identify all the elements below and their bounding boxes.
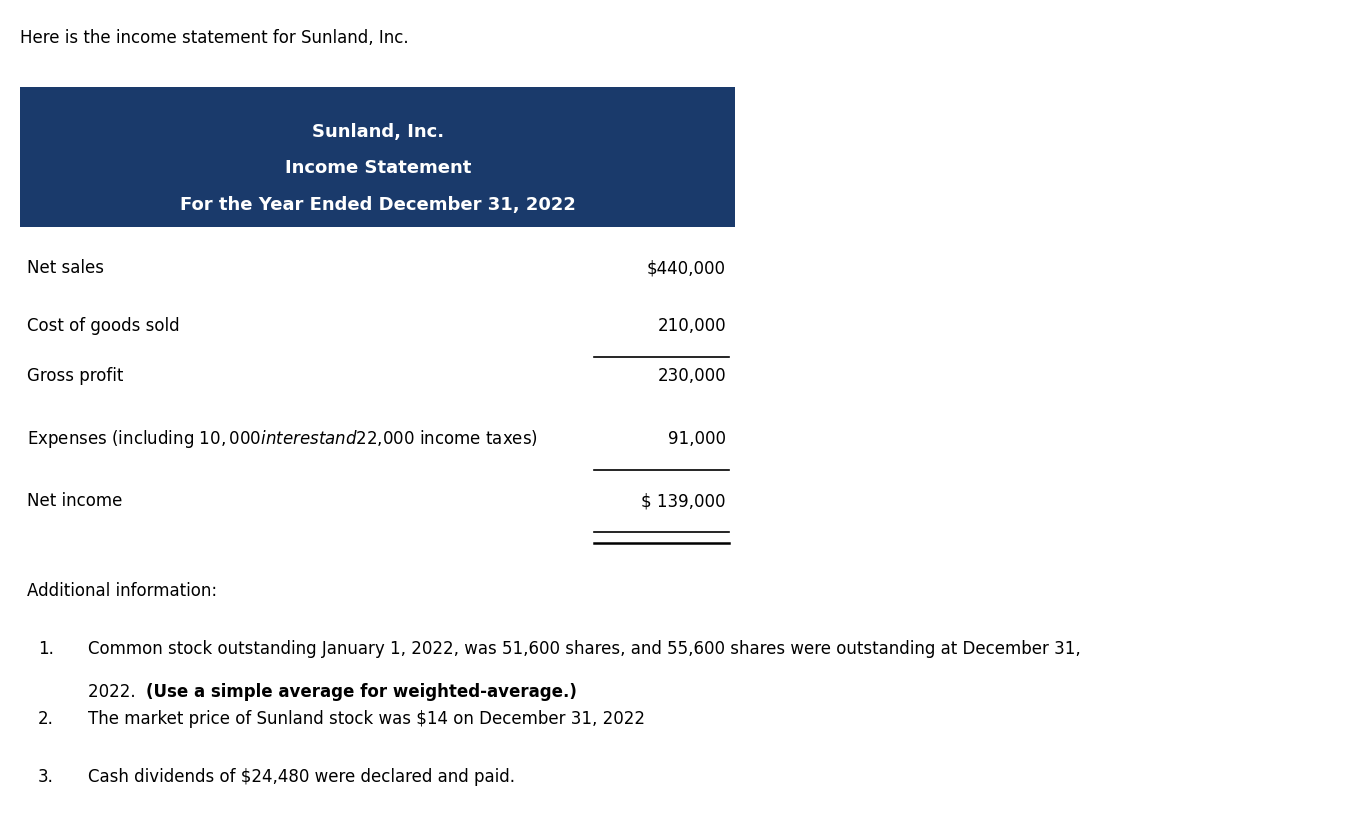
Text: Common stock outstanding January 1, 2022, was 51,600 shares, and 55,600 shares w: Common stock outstanding January 1, 2022… — [88, 640, 1081, 658]
Text: $ 139,000: $ 139,000 — [641, 492, 727, 510]
Text: 210,000: 210,000 — [657, 317, 727, 335]
Text: Additional information:: Additional information: — [27, 582, 217, 601]
Text: The market price of Sunland stock was $14 on December 31, 2022: The market price of Sunland stock was $1… — [88, 710, 645, 729]
Text: 2.: 2. — [38, 710, 54, 729]
Text: Net income: Net income — [27, 492, 122, 510]
Text: Net sales: Net sales — [27, 259, 105, 278]
Text: For the Year Ended December 31, 2022: For the Year Ended December 31, 2022 — [179, 196, 576, 214]
Text: Gross profit: Gross profit — [27, 367, 124, 385]
Text: Here is the income statement for Sunland, Inc.: Here is the income statement for Sunland… — [20, 29, 409, 47]
Text: 91,000: 91,000 — [668, 430, 727, 449]
Text: (Use a simple average for weighted-average.): (Use a simple average for weighted-avera… — [147, 683, 577, 701]
Text: 2022.: 2022. — [88, 683, 141, 701]
Text: Expenses (including $10,000 interest and $22,000 income taxes): Expenses (including $10,000 interest and… — [27, 429, 538, 450]
FancyBboxPatch shape — [20, 87, 736, 227]
Text: Cost of goods sold: Cost of goods sold — [27, 317, 179, 335]
Text: 1.: 1. — [38, 640, 54, 658]
Text: Cash dividends of $24,480 were declared and paid.: Cash dividends of $24,480 were declared … — [88, 768, 515, 786]
Text: Income Statement: Income Statement — [285, 159, 471, 177]
Text: 230,000: 230,000 — [657, 367, 727, 385]
Text: 3.: 3. — [38, 768, 54, 786]
Text: Sunland, Inc.: Sunland, Inc. — [312, 123, 444, 141]
Text: $440,000: $440,000 — [646, 259, 727, 278]
